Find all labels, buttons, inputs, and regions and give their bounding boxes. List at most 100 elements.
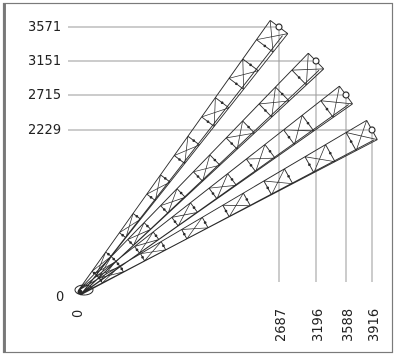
- origin-point: [77, 289, 83, 295]
- truss-1-node-12: [249, 63, 252, 67]
- truss-4-node-13: [349, 140, 353, 143]
- panel-border: [2, 2, 394, 354]
- truss-2-brace-b-14: [291, 68, 324, 71]
- truss-4-brace-b-6: [181, 227, 209, 230]
- truss-2-brace-a-14: [306, 53, 309, 85]
- truss-4-brace-a-12: [313, 144, 326, 173]
- truss-4-node-8: [245, 198, 249, 201]
- truss-4-chord-1: [78, 119, 367, 291]
- truss-1-brace-a-8: [184, 136, 189, 164]
- truss-2-brace-b-10: [226, 132, 255, 139]
- truss-4-node-9: [266, 186, 270, 190]
- truss-2-brace-b-8: [193, 164, 220, 173]
- truss-2-brace-a-12: [271, 86, 276, 118]
- truss-3-tip: [342, 91, 350, 99]
- truss-2-brace-a-8: [202, 154, 211, 182]
- truss-1-node-10: [220, 101, 224, 105]
- truss-4-node-11: [308, 163, 311, 167]
- truss-4-node-5: [182, 232, 186, 236]
- truss-4-brace-a-4: [144, 241, 162, 262]
- truss-3-brace-b-14: [320, 100, 353, 105]
- y-label-3571: 3571: [28, 20, 61, 35]
- truss-4-node-6: [203, 221, 207, 224]
- truss-3-brace-a-8: [216, 173, 229, 199]
- truss-4-node-4: [162, 244, 165, 248]
- truss-3-node-6: [192, 206, 196, 209]
- truss-1-node-13: [263, 44, 267, 48]
- truss-4-brace-a-10: [271, 168, 285, 195]
- truss-1-brace-a-6: [155, 174, 161, 201]
- truss-1-chord-1: [77, 20, 271, 291]
- truss-2-node-8: [213, 158, 217, 162]
- truss-2-node-11: [264, 109, 267, 112]
- truss-2-node-10: [247, 125, 250, 129]
- truss-3-brace-a-14: [332, 86, 340, 118]
- truss-3-node-5: [173, 220, 177, 223]
- x-label-3196: 3196: [311, 309, 326, 342]
- truss-2-brace-a-4: [133, 222, 145, 246]
- origin-x-label: 0: [71, 310, 86, 318]
- truss-2-node-6: [179, 191, 183, 195]
- truss-1-node-4: [135, 214, 139, 218]
- truss-3-brace-b-6: [171, 212, 198, 218]
- x-label-2687: 2687: [274, 309, 289, 342]
- truss-4-brace-a-6: [186, 217, 203, 240]
- truss-1-node-2: [107, 252, 110, 256]
- truss-3-node-12: [306, 121, 310, 125]
- truss-3-node-10: [268, 149, 272, 153]
- truss-3-brace-a-4: [139, 231, 154, 254]
- truss-2-node-9: [230, 142, 234, 145]
- truss-1-node-6: [163, 177, 167, 180]
- truss-3-brace-a-12: [294, 115, 303, 145]
- truss-1-brace-b-8: [174, 144, 200, 156]
- truss-4-brace-a-14: [355, 120, 367, 151]
- truss-4-brace-b-8: [222, 204, 251, 207]
- truss-1-node-5: [149, 196, 153, 199]
- truss-3-node-3: [135, 248, 139, 252]
- truss-2-brace-b-12: [259, 100, 290, 105]
- truss-1-brace-b-14: [256, 33, 288, 41]
- truss-2-node-2: [112, 257, 116, 261]
- truss-2-node-5: [162, 208, 166, 211]
- truss-3-brace-a-6: [177, 202, 191, 227]
- truss-3-brace-a-10: [255, 144, 266, 172]
- truss-2-brace-a-10: [236, 120, 243, 150]
- truss-3-chord-2: [80, 104, 349, 296]
- truss-4-node-12: [328, 151, 332, 155]
- truss-layer: [74, 20, 378, 296]
- truss-4-chord-2: [80, 139, 375, 296]
- truss-2-brace-b-4: [127, 229, 151, 240]
- truss-4: [78, 119, 378, 296]
- truss-4-tip: [368, 126, 376, 134]
- x-label-3916: 3916: [367, 309, 382, 342]
- truss-1-brace-b-10: [201, 107, 230, 118]
- truss-1-brace-b-4: [119, 218, 141, 234]
- x-label-3588: 3588: [341, 309, 356, 342]
- y-label-3151: 3151: [28, 54, 61, 69]
- truss-3: [78, 85, 353, 296]
- truss-1-brace-a-12: [242, 58, 244, 90]
- truss-3-brace-b-4: [134, 239, 159, 247]
- truss-3-brace-b-8: [209, 184, 237, 189]
- truss-3-node-4: [154, 234, 158, 238]
- truss-1-brace-b-12: [228, 70, 259, 79]
- truss-3-node-13: [325, 107, 329, 111]
- truss-1-brace-b-2: [91, 255, 112, 272]
- base-hub: [74, 284, 94, 296]
- truss-1-tip: [275, 23, 283, 31]
- truss-3-node-7: [211, 192, 215, 195]
- truss-1-node-8: [192, 139, 196, 142]
- truss-2-node-13: [297, 76, 301, 79]
- truss-2-node-3: [129, 241, 132, 244]
- truss-3-brace-b-10: [246, 157, 276, 160]
- truss-4-brace-b-4: [140, 249, 166, 255]
- truss-4-brace-a-2: [101, 265, 121, 284]
- y-label-2229: 2229: [28, 123, 61, 138]
- truss-1-node-11: [235, 82, 238, 86]
- truss-2-node-4: [146, 224, 149, 228]
- truss-3-brace-b-12: [283, 129, 314, 132]
- truss-3-chord-1: [78, 85, 340, 291]
- truss-4-brace-b-12: [304, 156, 336, 163]
